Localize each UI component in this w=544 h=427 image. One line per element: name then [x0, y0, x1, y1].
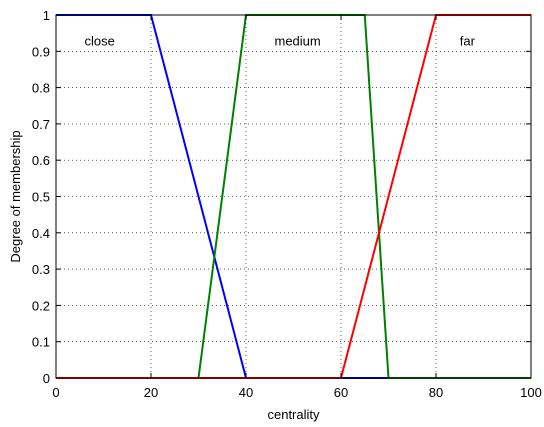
series-label-far: far [460, 33, 476, 48]
y-tick-label: 0 [43, 371, 50, 386]
y-tick-label: 0.3 [32, 262, 50, 277]
y-tick-label: 0.2 [32, 298, 50, 313]
series-labels: close medium far [85, 33, 476, 48]
x-tick-label: 40 [239, 385, 253, 400]
x-tick-label: 60 [334, 385, 348, 400]
series-line-far [56, 14, 531, 379]
series-label-medium: medium [275, 33, 321, 48]
x-tick-label: 100 [520, 385, 542, 400]
y-tick-label: 0.5 [32, 190, 50, 205]
ticks: 0 20 40 60 80 100 0 0.1 0.2 0.3 0.4 0.5 0.6 0.7 0.8 0.9… [32, 8, 542, 400]
y-tick-label: 0.1 [32, 335, 50, 350]
y-tick-label: 0.8 [32, 81, 50, 96]
series-label-close: close [85, 33, 115, 48]
y-tick-label: 0.4 [32, 226, 50, 241]
plot-frame [55, 14, 532, 379]
x-axis-label: centrality [267, 407, 320, 422]
y-axis-label: Degree of membership [8, 130, 23, 262]
y-tick-label: 0.6 [32, 153, 50, 168]
x-tick-label: 80 [429, 385, 443, 400]
series-lines [56, 14, 531, 379]
x-tick-label: 0 [52, 385, 59, 400]
series-line-medium [56, 14, 531, 379]
y-tick-label: 0.7 [32, 117, 50, 132]
y-tick-label: 0.9 [32, 44, 50, 59]
series-line-close [56, 14, 531, 379]
grid [56, 15, 531, 378]
x-tick-label: 20 [144, 385, 158, 400]
y-tick-label: 1 [43, 8, 50, 23]
